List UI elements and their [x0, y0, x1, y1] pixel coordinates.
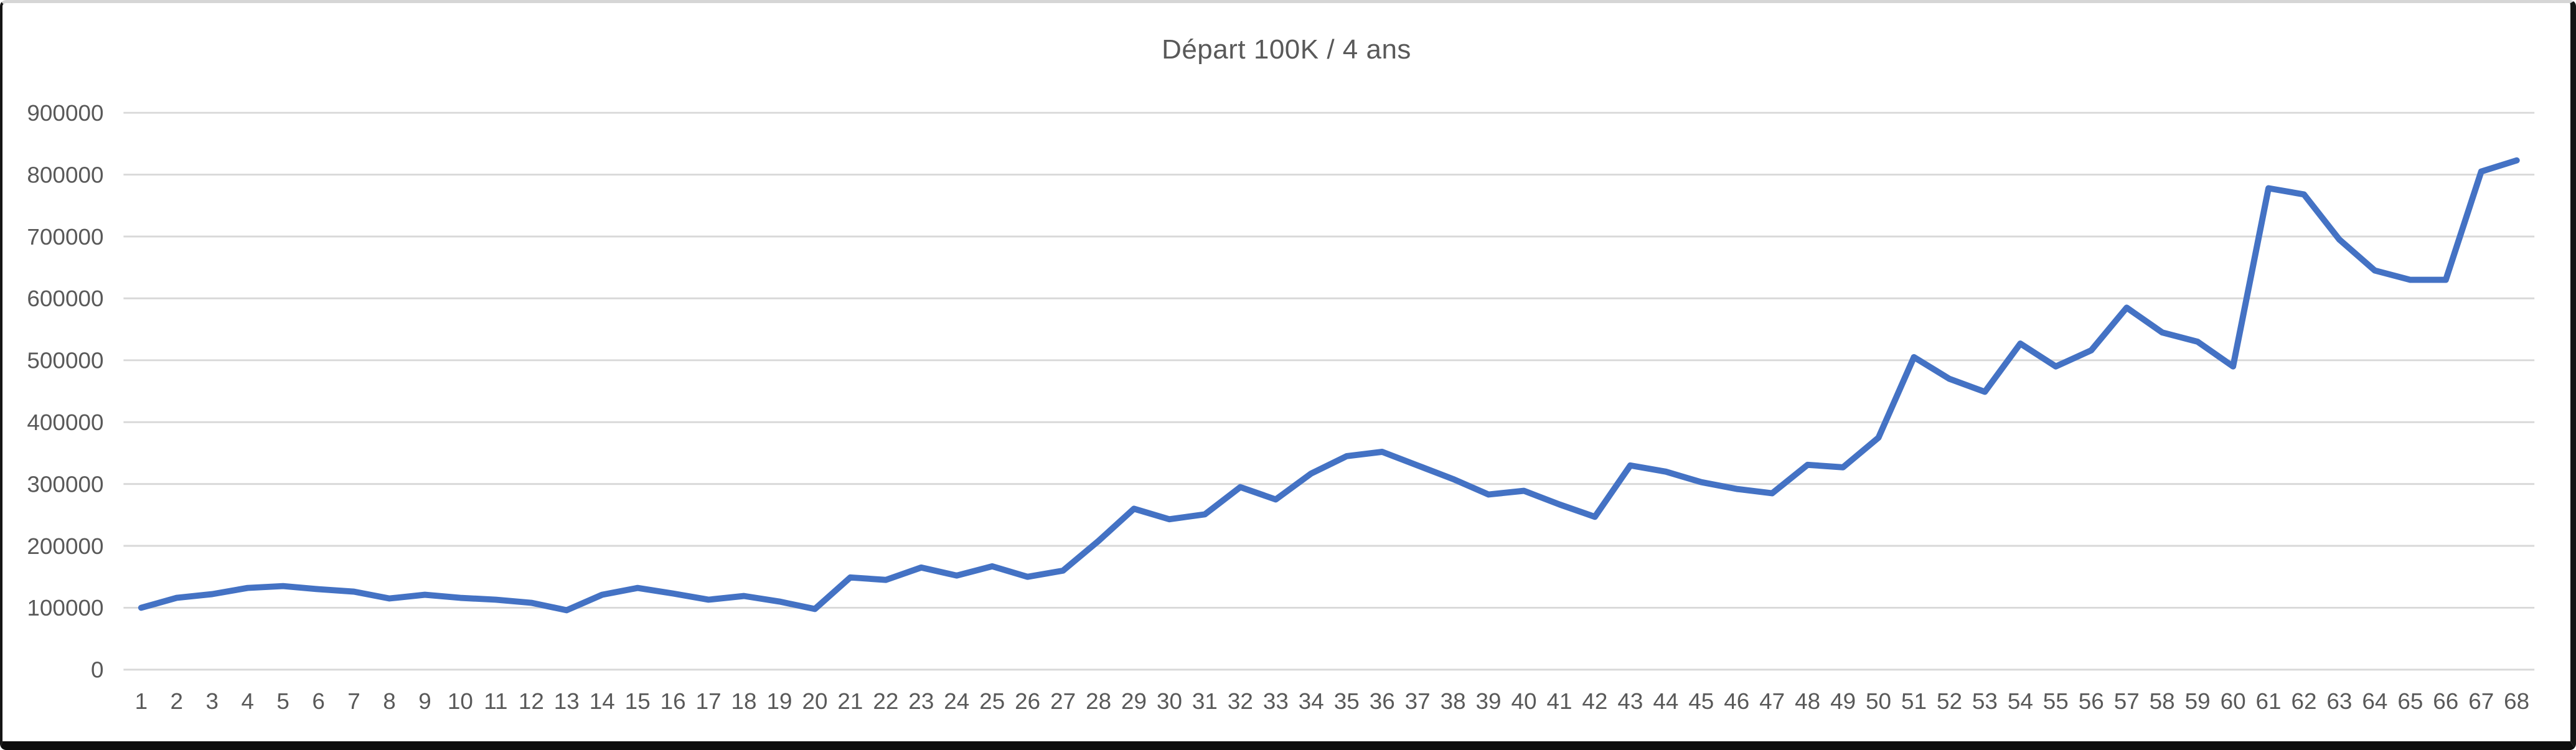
x-axis-tick-label: 17 — [696, 688, 722, 714]
x-axis-tick-label: 65 — [2397, 688, 2423, 714]
x-axis-tick-label: 15 — [625, 688, 651, 714]
y-axis-tick-label: 600000 — [27, 286, 103, 311]
x-axis-tick-label: 67 — [2468, 688, 2494, 714]
x-axis-tick-label: 24 — [944, 688, 969, 714]
x-axis-tick-label: 40 — [1511, 688, 1537, 714]
x-axis-tick-label: 46 — [1724, 688, 1749, 714]
x-axis-tick-label: 5 — [276, 688, 289, 714]
x-axis-tick-label: 36 — [1370, 688, 1395, 714]
y-axis-tick-label: 400000 — [27, 410, 103, 435]
x-axis-tick-label: 26 — [1015, 688, 1040, 714]
x-axis-tick-label: 9 — [418, 688, 431, 714]
y-axis-tick-label: 700000 — [27, 224, 103, 250]
x-axis-tick-label: 42 — [1582, 688, 1607, 714]
x-axis-tick-label: 11 — [484, 688, 507, 714]
x-axis-tick-label: 61 — [2256, 688, 2282, 714]
x-axis-labels: 1 2 3 4 5 6 7 8 9 10 11 12 13 14 15 16 17 18 19 20 21 22 23 24 2… — [135, 688, 2530, 714]
x-axis-tick-label: 4 — [241, 688, 254, 714]
gridlines — [123, 111, 2535, 671]
x-axis-tick-label: 2 — [171, 688, 184, 714]
x-axis-tick-label: 14 — [590, 688, 615, 714]
x-axis-tick-label: 58 — [2150, 688, 2175, 714]
x-axis-tick-label: 7 — [347, 688, 360, 714]
x-axis-tick-label: 29 — [1121, 688, 1147, 714]
x-axis-tick-label: 39 — [1476, 688, 1502, 714]
x-axis-tick-label: 28 — [1086, 688, 1111, 714]
x-axis-tick-label: 48 — [1795, 688, 1820, 714]
x-axis-tick-label: 56 — [2079, 688, 2104, 714]
x-axis-tick-label: 57 — [2114, 688, 2140, 714]
x-axis-tick-label: 66 — [2433, 688, 2458, 714]
x-axis-tick-label: 3 — [206, 688, 219, 714]
x-axis-tick-label: 1 — [135, 688, 148, 714]
y-axis-tick-label: 200000 — [27, 533, 103, 559]
y-axis-labels: 0 100000 200000 300000 400000 500000 600000 700… — [27, 100, 103, 682]
x-axis-tick-label: 37 — [1405, 688, 1431, 714]
x-axis-tick-label: 53 — [1972, 688, 1998, 714]
x-axis-tick-label: 60 — [2221, 688, 2246, 714]
x-axis-tick-label: 6 — [312, 688, 325, 714]
x-axis-tick-label: 52 — [1937, 688, 1962, 714]
x-axis-tick-label: 16 — [660, 688, 686, 714]
x-axis-tick-label: 54 — [2008, 688, 2033, 714]
x-axis-tick-label: 27 — [1050, 688, 1076, 714]
y-axis-tick-label: 900000 — [27, 100, 103, 126]
x-axis-tick-label: 18 — [731, 688, 757, 714]
y-axis-tick-label: 800000 — [27, 162, 103, 188]
x-axis-tick-label: 13 — [554, 688, 580, 714]
x-axis-tick-label: 62 — [2291, 688, 2316, 714]
x-axis-tick-label: 50 — [1866, 688, 1891, 714]
x-axis-tick-label: 63 — [2326, 688, 2352, 714]
x-axis-tick-label: 47 — [1759, 688, 1785, 714]
y-axis-tick-label: 100000 — [27, 595, 103, 621]
x-axis-tick-label: 51 — [1901, 688, 1927, 714]
x-axis-tick-label: 8 — [383, 688, 396, 714]
chart-title: Départ 100K / 4 ans — [1162, 34, 1411, 65]
x-axis-tick-label: 44 — [1653, 688, 1678, 714]
x-axis-tick-label: 35 — [1334, 688, 1360, 714]
x-axis-tick-label: 45 — [1688, 688, 1714, 714]
x-axis-tick-label: 41 — [1546, 688, 1572, 714]
x-axis-tick-label: 32 — [1228, 688, 1253, 714]
data-series-line — [138, 157, 2520, 614]
x-axis-tick-label: 30 — [1157, 688, 1182, 714]
x-axis-tick-label: 68 — [2504, 688, 2529, 714]
x-axis-tick-label: 21 — [837, 688, 863, 714]
x-axis-tick-label: 34 — [1299, 688, 1324, 714]
x-axis-tick-label: 19 — [767, 688, 792, 714]
x-axis-tick-label: 55 — [2043, 688, 2069, 714]
y-axis-tick-label: 500000 — [27, 348, 103, 373]
x-axis-tick-label: 25 — [979, 688, 1005, 714]
x-axis-tick-label: 64 — [2362, 688, 2387, 714]
x-axis-tick-label: 49 — [1830, 688, 1856, 714]
y-axis-tick-label: 0 — [91, 657, 104, 683]
plot-area-svg: 0 100000 200000 300000 400000 500000 600000 700… — [27, 100, 2535, 714]
x-axis-tick-label: 59 — [2185, 688, 2211, 714]
x-axis-tick-label: 23 — [908, 688, 934, 714]
x-axis-tick-label: 22 — [873, 688, 898, 714]
x-axis-tick-label: 10 — [448, 688, 473, 714]
x-axis-tick-label: 33 — [1263, 688, 1289, 714]
x-axis-tick-label: 38 — [1441, 688, 1466, 714]
x-axis-tick-label: 31 — [1192, 688, 1218, 714]
x-axis-tick-label: 20 — [802, 688, 827, 714]
x-axis-tick-label: 43 — [1617, 688, 1643, 714]
data-series — [138, 157, 2520, 614]
x-axis-tick-label: 12 — [519, 688, 544, 714]
y-axis-tick-label: 300000 — [27, 472, 103, 497]
